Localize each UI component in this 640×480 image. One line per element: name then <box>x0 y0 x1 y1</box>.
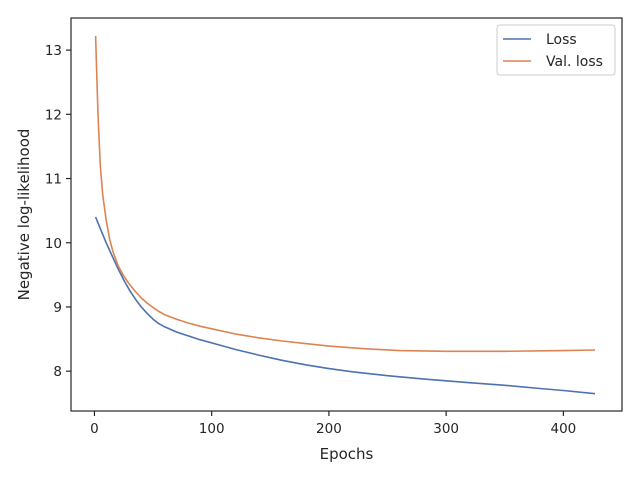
y-tick-label: 13 <box>45 43 62 59</box>
y-tick-label: 8 <box>53 364 62 380</box>
y-tick-label: 12 <box>45 107 62 123</box>
series-line-val-loss <box>94 35 596 353</box>
y-axis-label: Negative log-likelihood <box>15 129 33 301</box>
plot-frame <box>70 17 623 412</box>
plot-area <box>70 17 623 412</box>
x-tick-label: 0 <box>90 421 99 437</box>
x-axis-label: Epochs <box>320 445 374 463</box>
x-tick-label: 200 <box>316 421 342 437</box>
series-line-loss <box>94 216 596 395</box>
legend-label-val-loss: Val. loss <box>546 54 603 70</box>
series-layer <box>94 35 596 395</box>
y-axis: 8 9 10 11 12 13 <box>45 43 71 380</box>
x-tick-label: 100 <box>199 421 225 437</box>
y-tick-label: 10 <box>45 236 62 252</box>
y-tick-label: 9 <box>53 300 62 316</box>
x-axis: 0 100 200 300 400 <box>90 411 576 437</box>
legend-box <box>496 24 616 76</box>
x-tick-label: 400 <box>550 421 576 437</box>
y-tick-label: 11 <box>45 172 62 188</box>
x-tick-label: 300 <box>433 421 459 437</box>
legend-label-loss: Loss <box>546 32 577 48</box>
legend: Loss Val. loss <box>496 24 616 76</box>
